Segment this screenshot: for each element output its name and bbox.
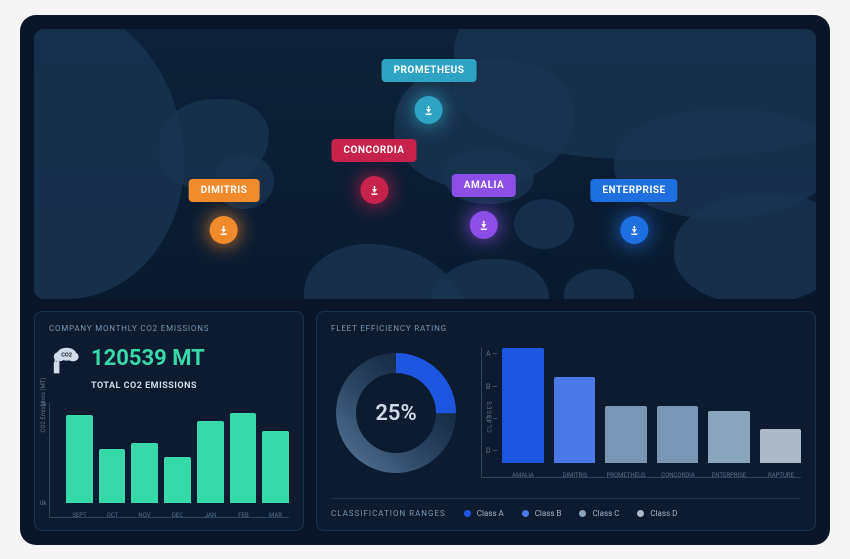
ship-icon (415, 96, 443, 124)
legend-item[interactable]: Class D (637, 509, 677, 518)
fleet-y-tick: A — (486, 350, 498, 358)
donut-percent-label: 25% (331, 348, 461, 478)
ship-icon (210, 216, 238, 244)
legend-dot-icon (637, 510, 644, 517)
co2-x-tick: MAR (269, 512, 282, 519)
co2-x-tick: JAN (205, 512, 216, 519)
fleet-bar[interactable] (502, 348, 544, 463)
co2-x-tick: SEPT (72, 512, 86, 519)
bottom-row: COMPANY MONTHLY CO2 EMISSIONS CO2 120539… (34, 311, 816, 531)
fleet-bar[interactable] (708, 411, 750, 463)
legend-label: Class B (535, 509, 562, 518)
ship-icon (470, 211, 498, 239)
co2-x-tick: DEC (172, 512, 183, 519)
ship-label: PROMETHEUS (382, 59, 477, 82)
legend-item[interactable]: Class A (464, 509, 504, 518)
co2-bar[interactable] (66, 415, 93, 503)
ship-marker[interactable]: AMALIA (452, 174, 516, 239)
ship-marker[interactable]: CONCORDIA (331, 139, 416, 204)
co2-bar[interactable] (99, 449, 126, 503)
legend-item[interactable]: Class B (522, 509, 562, 518)
legend-label: Class D (650, 509, 677, 518)
ship-label: DIMITRIS (189, 179, 260, 202)
fleet-bar[interactable] (554, 377, 596, 463)
co2-bar[interactable] (262, 431, 289, 503)
co2-bar[interactable] (164, 457, 191, 503)
ship-label: AMALIA (452, 174, 516, 197)
co2-panel-title: COMPANY MONTHLY CO2 EMISSIONS (49, 324, 289, 333)
fleet-y-tick: B — (486, 383, 498, 391)
fleet-y-tick: C — (486, 415, 498, 423)
co2-ytick: 0k (40, 500, 46, 507)
fleet-x-tick: RAPTURE (768, 472, 794, 479)
fleet-bar[interactable] (657, 406, 699, 464)
co2-subtitle: TOTAL CO2 EMISSIONS (91, 381, 289, 391)
fleet-map[interactable]: DIMITRIS CONCORDIA PROMETHEUS AMALIA ENTERPR… (34, 29, 816, 299)
legend-label: Class C (592, 509, 619, 518)
fleet-bar[interactable] (760, 429, 802, 464)
co2-emissions-panel: COMPANY MONTHLY CO2 EMISSIONS CO2 120539… (34, 311, 304, 531)
dashboard: DIMITRIS CONCORDIA PROMETHEUS AMALIA ENTERPR… (20, 15, 830, 545)
fleet-bar[interactable] (605, 406, 647, 464)
co2-total-value: 120539 MT (91, 346, 205, 371)
co2-bar[interactable] (230, 413, 257, 503)
co2-x-tick: OCT (107, 512, 119, 519)
ship-marker[interactable]: ENTERPRISE (590, 179, 677, 244)
co2-bar[interactable] (131, 443, 158, 503)
ship-marker[interactable]: DIMITRIS (189, 179, 260, 244)
co2-bar[interactable] (197, 421, 224, 503)
legend-dot-icon (579, 510, 586, 517)
fleet-x-tick: AMALIA (512, 472, 534, 479)
ship-icon (360, 176, 388, 204)
co2-x-tick: FEB (238, 512, 248, 519)
fleet-x-tick: ENTERPRISE (712, 472, 746, 479)
svg-text:CO2: CO2 (61, 352, 72, 358)
co2-ytick: 2k (40, 401, 46, 408)
fleet-efficiency-panel: FLEET EFFICIENCY RATING 25% (316, 311, 816, 531)
fleet-x-tick: PROMETHEUS (606, 472, 645, 479)
legend-title: CLASSIFICATION RANGES (331, 509, 446, 518)
ship-icon (620, 216, 648, 244)
legend-dot-icon (522, 510, 529, 517)
fleet-class-bar-chart: CLASSES A —B —C —D —AMALIADIMITRISPROMET… (481, 348, 801, 478)
legend-item[interactable]: Class C (579, 509, 619, 518)
fleet-x-tick: CONCORDIA (661, 472, 695, 479)
ship-marker[interactable]: PROMETHEUS (382, 59, 477, 124)
co2-x-tick: NOV (138, 512, 150, 519)
ship-label: ENTERPRISE (590, 179, 677, 202)
fleet-x-tick: DIMITRIS (563, 472, 588, 479)
fleet-y-tick: D — (486, 447, 498, 455)
legend-dot-icon (464, 510, 471, 517)
efficiency-donut-chart: 25% (331, 348, 461, 478)
classification-legend: CLASSIFICATION RANGES Class A Class B Clas… (331, 498, 801, 518)
legend-label: Class A (477, 509, 504, 518)
ship-label: CONCORDIA (331, 139, 416, 162)
co2-bar-chart: CO2 Emissions (MT) 0k 2k SEPTOCTNOVDECJA… (49, 403, 289, 518)
fleet-panel-title: FLEET EFFICIENCY RATING (331, 324, 801, 333)
co2-cloud-icon: CO2 (49, 343, 81, 375)
